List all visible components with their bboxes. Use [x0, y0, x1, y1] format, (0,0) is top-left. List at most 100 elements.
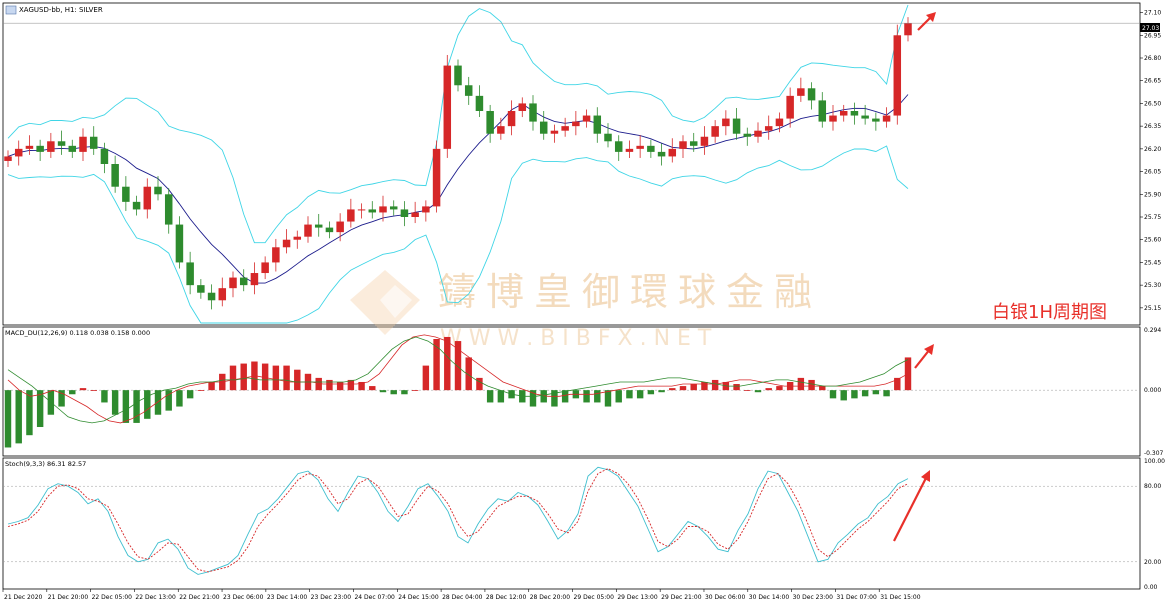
macd-bar [4, 390, 12, 448]
y-tick-label: 27.10 [1144, 10, 1161, 17]
bollinger-lower-band [7, 145, 909, 324]
candle-body [625, 148, 634, 152]
candle-body [882, 115, 891, 122]
macd-bar [261, 363, 269, 391]
macd-bar [776, 386, 783, 391]
x-tick-label: 23 Dec 23:00 [311, 594, 352, 601]
stoch-series [3, 466, 1140, 575]
macd-bar [326, 379, 333, 391]
y-tick-label: 25.75 [1144, 214, 1161, 221]
macd-bar [69, 390, 76, 395]
macd-bar [358, 381, 365, 391]
macd-bar [551, 390, 558, 407]
watermark: 鑄博皇御環球金融 W W W . B I B F X . N E T [350, 270, 822, 351]
candle-body [711, 126, 719, 137]
candle-body [518, 103, 527, 111]
candle-body [593, 115, 602, 134]
macd-bar [615, 390, 622, 403]
y-tick-label: 25.90 [1144, 191, 1161, 198]
candle-body [368, 209, 377, 213]
candle-body [175, 224, 184, 263]
macd-bar [133, 390, 140, 423]
current-price-label: 27.03 [1142, 25, 1159, 32]
candle-body [411, 212, 419, 217]
macd-bar [658, 390, 665, 393]
candle-body [464, 85, 473, 96]
macd-bar [26, 390, 33, 436]
macd-bar [165, 390, 172, 411]
macd-bar [883, 390, 890, 397]
y-tick-label: 26.50 [1144, 100, 1161, 107]
candle-body [336, 221, 344, 233]
y-tick-label: 26.05 [1144, 169, 1161, 176]
macd-bar [529, 390, 537, 407]
macd-bar [540, 390, 547, 403]
candle-body [893, 35, 902, 116]
x-tick-label: 30 Dec 06:00 [705, 594, 746, 601]
watermark-cn: 鑄博皇御環球金融 [438, 270, 822, 314]
macd-bar [283, 365, 290, 391]
macd-bar [636, 390, 644, 399]
candle-body [861, 115, 869, 119]
candle-body [239, 277, 248, 286]
candle-body [389, 206, 398, 210]
macd-bar [369, 386, 376, 391]
macd-bar [401, 390, 408, 395]
macd-bar [733, 384, 740, 391]
macd-bar [679, 386, 687, 391]
macd-bar [15, 390, 22, 444]
candle-body [261, 262, 269, 274]
candle-body [122, 186, 130, 202]
x-tick-label: 21 Dec 2020 [4, 594, 43, 601]
macd-bar [411, 390, 419, 391]
x-tick-label: 30 Dec 14:00 [749, 594, 790, 601]
candle-body [839, 111, 848, 116]
macd-bar [347, 379, 355, 391]
macd-bar [561, 390, 569, 403]
macd-bar [583, 390, 590, 403]
macd-bar [176, 390, 183, 407]
macd-bar [229, 365, 237, 391]
macd-bar [486, 390, 494, 403]
candle-body [111, 164, 119, 187]
macd-bar [690, 384, 697, 391]
candle-body [432, 148, 441, 207]
arrow-icon [917, 12, 936, 31]
stoch-tick-label: 80.00 [1144, 483, 1161, 490]
x-tick-label: 22 Dec 21:00 [179, 594, 220, 601]
y-tick-label: 25.15 [1144, 305, 1161, 312]
candle-body [689, 141, 698, 146]
macd-bar [208, 381, 215, 391]
y-tick-label: 25.60 [1144, 237, 1161, 244]
macd-bar [808, 379, 815, 391]
x-tick-label: 22 Dec 05:00 [92, 594, 133, 601]
macd-bar [154, 390, 162, 415]
macd-bar [894, 377, 901, 391]
candle-body [561, 126, 569, 131]
candle-body [218, 288, 227, 301]
candle-body [357, 209, 366, 211]
macd-bar [861, 390, 869, 397]
symbol-label: XAGUSD-bb, H1: SILVER [19, 6, 103, 14]
macd-bar [294, 369, 301, 391]
candle-body [154, 186, 162, 195]
candle-body [700, 136, 709, 146]
macd-title: MACD_DU(12,26,9) 0.118 0.038 0.158 0.000 [5, 329, 150, 337]
macd-bar [647, 390, 655, 395]
stoch-tick-label: 0.00 [1144, 584, 1158, 591]
candle-body [36, 145, 44, 152]
x-tick-label: 28 Dec 20:00 [530, 594, 571, 601]
macd-bar [79, 388, 87, 391]
candle-body [272, 247, 280, 263]
candle-body [443, 65, 452, 149]
candle-body [197, 285, 205, 293]
macd-bar [144, 390, 151, 419]
stoch-pane [2, 457, 1141, 590]
macd-bar [829, 390, 837, 399]
macd-bar [379, 390, 387, 393]
candle-body [636, 145, 644, 149]
macd-bar [840, 390, 847, 401]
macd-bar [454, 341, 462, 391]
candle-body [475, 95, 484, 111]
macd-bar [422, 365, 430, 391]
